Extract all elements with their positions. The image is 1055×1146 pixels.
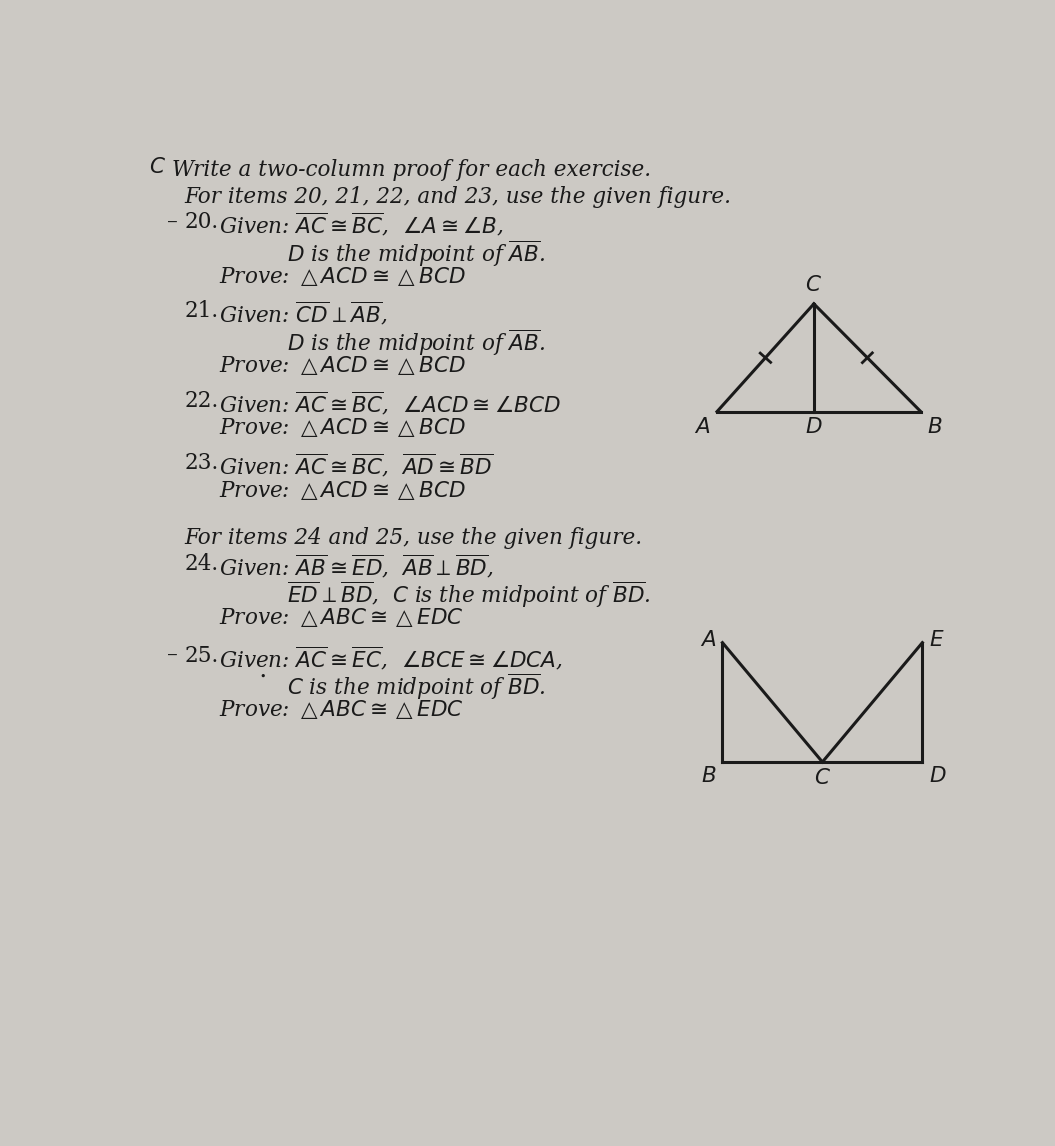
Text: –: – [167,645,177,667]
Text: •: • [260,672,266,682]
Text: Write a two-column proof for each exercise.: Write a two-column proof for each exerci… [172,159,651,181]
Text: $D$: $D$ [928,766,946,787]
Text: 23.: 23. [185,453,218,474]
Text: –: – [167,212,177,234]
Text: 22.: 22. [185,390,218,413]
Text: $D$: $D$ [805,416,823,438]
Text: $A$: $A$ [694,416,711,438]
Text: For items 20, 21, 22, and 23, use the given figure.: For items 20, 21, 22, and 23, use the gi… [185,186,731,209]
Text: $C$ is the midpoint of $\overline{BD}$.: $C$ is the midpoint of $\overline{BD}$. [287,672,545,702]
Text: Given: $\overline{AB} \cong \overline{ED}$,  $\overline{AB} \perp \overline{BD}$: Given: $\overline{AB} \cong \overline{ED… [218,552,494,580]
Text: Given: $\overline{AC} \cong \overline{BC}$,  $\angle ACD \cong \angle BCD$: Given: $\overline{AC} \cong \overline{BC… [218,390,560,417]
Text: $C$: $C$ [813,767,831,788]
Text: Prove: $\triangle ACD \cong \triangle BCD$: Prove: $\triangle ACD \cong \triangle BC… [218,479,465,502]
Text: $D$ is the midpoint of $\overline{AB}$.: $D$ is the midpoint of $\overline{AB}$. [287,240,545,269]
Text: Prove: $\triangle ABC \cong \triangle EDC$: Prove: $\triangle ABC \cong \triangle ED… [218,698,463,721]
Text: 20.: 20. [185,212,218,234]
Text: Prove: $\triangle ACD \cong \triangle BCD$: Prove: $\triangle ACD \cong \triangle BC… [218,416,465,439]
Text: $A$: $A$ [699,628,716,651]
Text: 24.: 24. [185,552,218,574]
Text: $\overline{ED} \perp \overline{BD}$,  $C$ is the midpoint of $\overline{BD}$.: $\overline{ED} \perp \overline{BD}$, $C$… [287,580,651,610]
Text: $C$: $C$ [805,274,822,296]
Text: Prove: $\triangle ACD \cong \triangle BCD$: Prove: $\triangle ACD \cong \triangle BC… [218,266,465,289]
Text: 25.: 25. [185,645,218,667]
Text: 21.: 21. [185,300,218,322]
Text: Prove: $\triangle ABC \cong \triangle EDC$: Prove: $\triangle ABC \cong \triangle ED… [218,606,463,629]
Text: Given: $\overline{AC} \cong \overline{EC}$,  $\angle BCE \cong \angle DCA$,: Given: $\overline{AC} \cong \overline{EC… [218,645,562,673]
Text: For items 24 and 25, use the given figure.: For items 24 and 25, use the given figur… [185,527,642,549]
Text: Prove: $\triangle ACD \cong \triangle BCD$: Prove: $\triangle ACD \cong \triangle BC… [218,354,465,377]
Text: $C$: $C$ [149,156,166,178]
Text: Given: $\overline{AC} \cong \overline{BC}$,  $\overline{AD} \cong \overline{BD}$: Given: $\overline{AC} \cong \overline{BC… [218,453,493,480]
Text: $E$: $E$ [928,628,944,651]
Text: $D$ is the midpoint of $\overline{AB}$.: $D$ is the midpoint of $\overline{AB}$. [287,328,545,358]
Text: $B$: $B$ [701,766,716,787]
Text: Given: $\overline{CD} \perp \overline{AB}$,: Given: $\overline{CD} \perp \overline{AB… [218,300,387,328]
Text: $B$: $B$ [927,416,942,438]
Text: Given: $\overline{AC} \cong \overline{BC}$,  $\angle A \cong \angle B$,: Given: $\overline{AC} \cong \overline{BC… [218,212,503,238]
